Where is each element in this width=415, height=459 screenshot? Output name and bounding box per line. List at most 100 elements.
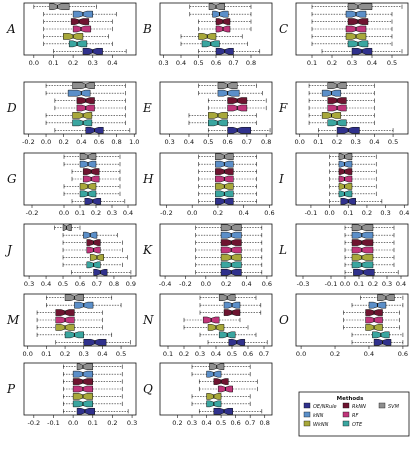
- x-tick-label: 0.2: [221, 280, 231, 288]
- box-ote: [188, 119, 257, 127]
- x-tick-label: 0.4: [364, 350, 374, 358]
- x-tick-label: 0.3: [164, 138, 174, 146]
- x-tick-label: 0.6: [230, 419, 240, 427]
- box-oe-nrule: [53, 47, 127, 55]
- box-oe-nrule: [198, 407, 263, 415]
- box-rf: [198, 175, 257, 183]
- box-wknn: [36, 324, 103, 331]
- panel-letter: D: [6, 101, 17, 115]
- x-tick-label: 0.0: [296, 350, 306, 358]
- x-tick-label: 0.0: [68, 419, 78, 427]
- panel-frame: [159, 223, 273, 277]
- box-knn: [62, 231, 118, 239]
- x-tick-label: 0.5: [216, 419, 226, 427]
- box-wknn: [188, 112, 257, 119]
- legend-swatch: [378, 402, 386, 409]
- x-tick-label: 0.7: [228, 59, 238, 67]
- x-tick-label: 0.4: [239, 209, 249, 217]
- x-tick-label: 0.6: [94, 138, 104, 146]
- x-tick-label: 0.7: [245, 419, 255, 427]
- box-oe-nrule: [198, 47, 261, 55]
- panel-frame: [159, 81, 273, 135]
- box-svm: [63, 153, 121, 161]
- x-tick-label: 0.3: [79, 350, 89, 358]
- x-tick-label: 0.4: [123, 209, 133, 217]
- box-rknn: [308, 97, 375, 104]
- legend-swatch: [303, 411, 311, 418]
- panel-E: E 0.3 0.4 0.5 0.6 0.7 0.8: [142, 81, 273, 146]
- panel-B: B 0.3 0.4 0.5 0.6 0.7 0.8: [142, 2, 273, 67]
- panel-G: G -0.2 0.0 0.1 0.2 0.3 0.4: [7, 152, 137, 217]
- panel-F: F 0.0 0.1 0.2 0.3 0.4 0.5: [278, 81, 409, 146]
- panel-O: O 0.0 0.2 0.4 0.6: [279, 293, 409, 358]
- x-tick-label: 0.4: [41, 280, 51, 288]
- box-wknn: [43, 33, 109, 40]
- x-tick-label: 0.6: [243, 350, 253, 358]
- box-rknn: [343, 309, 400, 316]
- x-tick-label: 0.6: [398, 350, 408, 358]
- x-tick-label: 0.1: [88, 419, 98, 427]
- panel-frame: [159, 152, 273, 206]
- box-oe-nrule: [329, 197, 383, 205]
- box-svm: [198, 153, 257, 161]
- legend-title: Methods: [337, 396, 364, 402]
- x-tick-label: 0.2: [68, 59, 78, 67]
- box-body: [351, 254, 374, 261]
- box-body: [351, 261, 374, 269]
- panel-N: N 0.1 0.2 0.3 0.4 0.5 0.6 0.7: [142, 293, 273, 358]
- box-body: [338, 175, 353, 183]
- box-rf: [207, 104, 267, 112]
- x-tick-label: -0.4: [159, 280, 172, 288]
- x-tick-label: 0.5: [388, 138, 398, 146]
- x-tick-label: 0.2: [172, 419, 182, 427]
- box-body: [338, 160, 353, 168]
- box-oe-nrule: [195, 268, 263, 276]
- box-oe-nrule: [71, 268, 132, 276]
- box-rknn: [199, 309, 262, 316]
- panel-letter: G: [7, 172, 17, 186]
- x-tick-label: 0.8: [109, 280, 119, 288]
- box-svm: [344, 224, 395, 232]
- x-tick-label: -0.2: [26, 209, 39, 217]
- box-rf: [54, 104, 126, 112]
- box-knn: [198, 89, 263, 97]
- x-tick-label: 0.2: [327, 59, 337, 67]
- x-tick-label: 0.1: [48, 59, 58, 67]
- box-rknn: [62, 378, 123, 385]
- box-rknn: [344, 239, 395, 246]
- panel-P: P -0.2 -0.1 0.0 0.1 0.2 0.3: [6, 362, 137, 427]
- box-rf: [198, 385, 258, 393]
- box-rf: [308, 104, 375, 112]
- box-svm: [33, 3, 98, 11]
- box-ote: [351, 331, 404, 339]
- panel-I: I -0.1 0.0 0.1 0.2 0.3 0.4: [278, 152, 409, 217]
- x-tick-label: 0.4: [369, 138, 379, 146]
- x-tick-label: 0.7: [242, 138, 252, 146]
- box-ote: [180, 40, 248, 48]
- legend-swatch: [342, 411, 350, 418]
- x-tick-label: 0.3: [107, 209, 117, 217]
- box-oe-nrule: [198, 197, 257, 205]
- panel-frame: [23, 362, 137, 416]
- box-knn: [189, 10, 252, 18]
- box-oe-nrule: [71, 197, 126, 205]
- x-tick-label: 0.2: [368, 280, 378, 288]
- x-tick-label: 0.4: [201, 419, 211, 427]
- box-body: [49, 3, 70, 11]
- legend-swatch: [342, 420, 350, 427]
- x-tick-label: 0.6: [75, 280, 85, 288]
- legend-entry-ote: OTE: [342, 420, 363, 428]
- panel-letter: J: [4, 243, 13, 257]
- box-body: [67, 89, 91, 97]
- x-tick-label: 0.0: [41, 138, 51, 146]
- panel-letter: B: [142, 22, 152, 36]
- box-body: [72, 119, 93, 127]
- panel-K: K -0.4 -0.2 0.0 0.2 0.4 0.6: [142, 223, 273, 288]
- x-tick-label: 0.1: [313, 138, 323, 146]
- box-oe-nrule: [54, 126, 131, 134]
- x-tick-label: 0.3: [382, 280, 392, 288]
- x-tick-label: 0.1: [343, 209, 353, 217]
- box-oe-nrule: [207, 126, 271, 134]
